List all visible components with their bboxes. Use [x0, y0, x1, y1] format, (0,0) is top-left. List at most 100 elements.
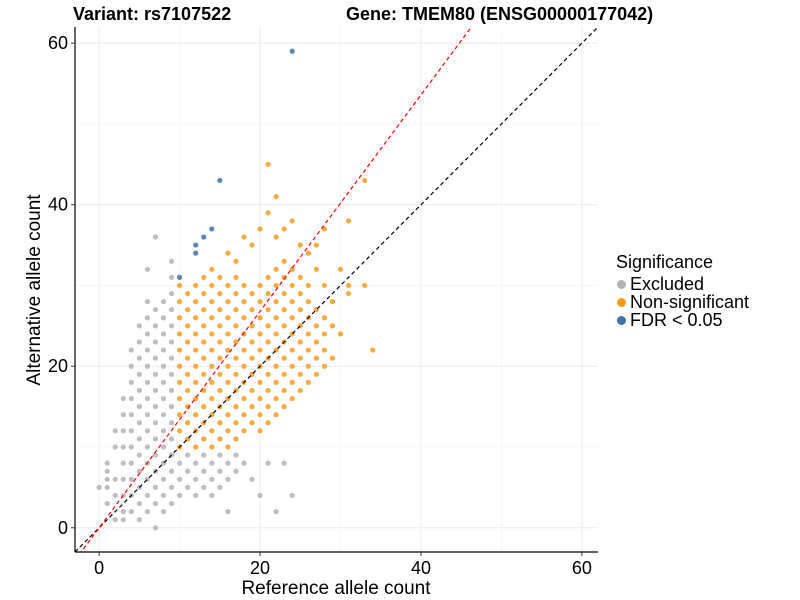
point-excluded [201, 452, 207, 458]
point-non-significant [233, 339, 239, 345]
point-non-significant [273, 282, 279, 289]
point-non-significant [193, 412, 199, 418]
point-non-significant [321, 363, 328, 369]
y-axis-label: Alternative allele count [24, 194, 45, 386]
point-non-significant [193, 331, 199, 337]
point-excluded [201, 468, 207, 474]
point-non-significant [289, 315, 295, 321]
point-non-significant [297, 371, 303, 377]
point-excluded [104, 476, 110, 482]
axes [71, 27, 598, 556]
point-excluded [168, 371, 175, 377]
point-fdr-0-05 [193, 242, 199, 248]
point-excluded [160, 476, 167, 482]
point-excluded [168, 355, 175, 361]
point-non-significant [249, 420, 255, 426]
point-non-significant [289, 282, 295, 289]
point-excluded [120, 460, 126, 466]
point-non-significant [201, 274, 207, 280]
point-non-significant [185, 307, 191, 313]
gene-title: Gene: TMEM80 (ENSG00000177042) [346, 4, 654, 24]
x-tick-label: 0 [94, 558, 104, 578]
point-non-significant [241, 282, 247, 289]
point-non-significant [257, 315, 263, 321]
point-excluded [160, 331, 167, 337]
y-tick-label: 40 [48, 195, 68, 215]
point-non-significant [265, 371, 271, 377]
legend-label-excluded: Excluded [630, 273, 705, 294]
point-non-significant [209, 379, 215, 385]
point-excluded [241, 460, 247, 466]
point-non-significant [193, 282, 199, 289]
point-non-significant [177, 379, 183, 385]
point-non-significant [265, 420, 271, 426]
point-non-significant [337, 331, 344, 337]
point-non-significant [273, 363, 279, 369]
point-excluded [152, 339, 159, 345]
legend-marker-non-significant [617, 297, 626, 307]
point-non-significant [233, 371, 239, 377]
point-non-significant [313, 371, 319, 377]
point-excluded [128, 412, 134, 418]
point-non-significant [289, 266, 295, 272]
point-non-significant [185, 290, 191, 297]
point-non-significant [209, 331, 215, 337]
point-non-significant [233, 323, 239, 329]
point-non-significant [249, 355, 255, 361]
point-excluded [249, 476, 255, 482]
point-excluded [168, 420, 175, 426]
point-non-significant [177, 347, 183, 353]
legend-label-non-significant: Non-significant [630, 291, 750, 312]
variant-title: Variant: rs7107522 [73, 4, 232, 24]
point-non-significant [201, 339, 207, 345]
point-excluded [128, 347, 134, 353]
point-non-significant [297, 307, 303, 313]
legend-label-fdr: FDR < 0.05 [630, 309, 723, 330]
point-non-significant [241, 428, 247, 434]
point-excluded [136, 452, 142, 458]
point-non-significant [217, 307, 223, 313]
point-excluded [160, 299, 167, 305]
point-non-significant [249, 387, 255, 394]
point-excluded [112, 517, 118, 523]
point-excluded [144, 395, 151, 402]
point-non-significant [233, 355, 239, 361]
x-axis-label: Reference allele count [241, 578, 431, 599]
point-excluded [112, 492, 118, 499]
point-excluded [144, 315, 151, 321]
legend-title: Significance [616, 252, 714, 272]
x-tick-label: 60 [572, 558, 592, 578]
point-non-significant [225, 412, 231, 418]
point-non-significant [241, 395, 247, 402]
point-non-significant [265, 210, 271, 216]
point-excluded [233, 468, 239, 474]
point-non-significant [249, 242, 255, 248]
point-non-significant [201, 371, 207, 377]
point-non-significant [233, 404, 239, 410]
point-fdr-0-05 [289, 48, 295, 54]
point-non-significant [217, 420, 223, 426]
point-non-significant [329, 323, 336, 329]
point-excluded [152, 484, 159, 490]
point-non-significant [233, 307, 239, 313]
point-excluded [209, 476, 215, 482]
point-excluded [209, 492, 215, 499]
point-excluded [225, 460, 231, 466]
point-non-significant [281, 404, 287, 410]
point-excluded [160, 412, 167, 418]
point-non-significant [305, 347, 311, 353]
point-excluded [144, 492, 151, 499]
x-tick-label: 20 [250, 558, 270, 578]
point-excluded [136, 387, 142, 394]
point-non-significant [321, 347, 328, 353]
point-non-significant [185, 323, 191, 329]
point-non-significant [305, 250, 311, 256]
point-non-significant [289, 363, 295, 369]
point-non-significant [297, 339, 303, 345]
point-excluded [120, 395, 126, 402]
point-excluded [152, 307, 159, 313]
point-excluded [160, 444, 167, 450]
point-non-significant [265, 161, 271, 167]
point-non-significant [241, 234, 247, 240]
point-excluded [152, 355, 159, 361]
